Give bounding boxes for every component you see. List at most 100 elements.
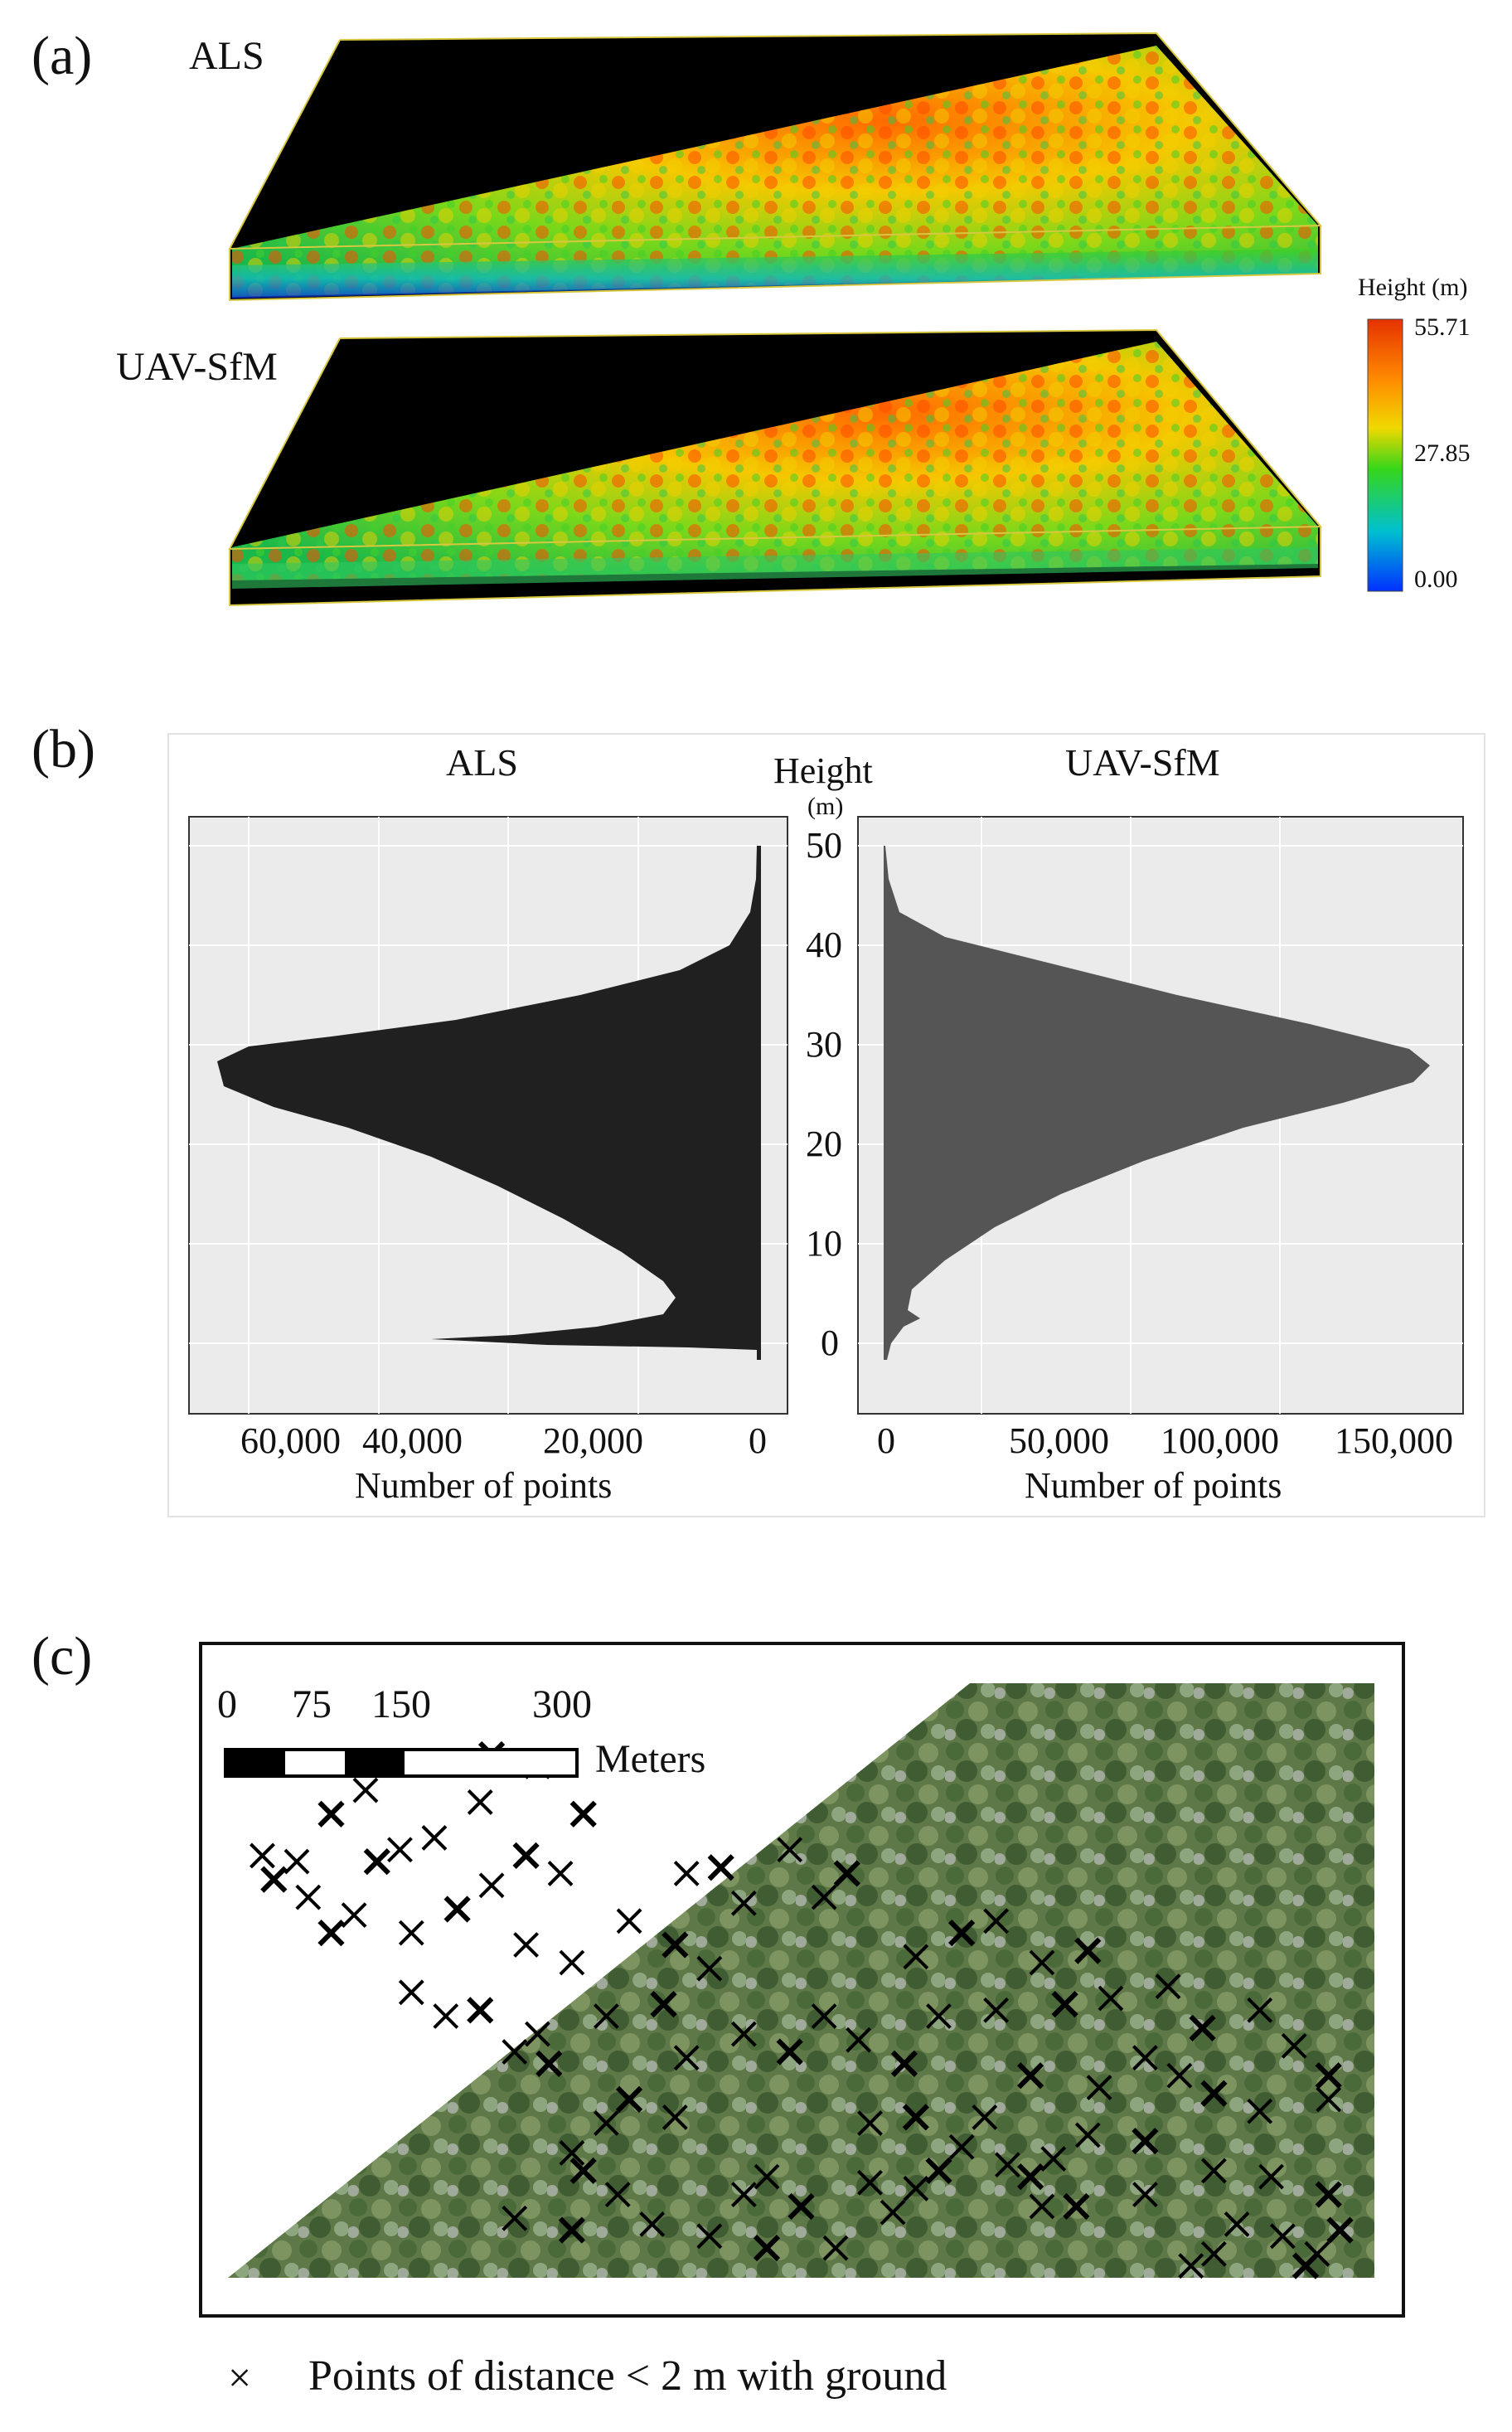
ground-marker	[811, 2003, 837, 2029]
ground-marker	[811, 1884, 837, 1910]
ground-marker	[788, 2192, 815, 2221]
ground-marker	[753, 2235, 781, 2262]
ground-marker	[1074, 2122, 1101, 2148]
map-frame	[199, 1642, 1405, 2318]
ground-marker	[1247, 2098, 1273, 2124]
scale-label-0: 0	[217, 1682, 237, 1726]
als-xtick-40000: 40,000	[362, 1420, 463, 1461]
als-3d-label: ALS	[189, 34, 264, 78]
ground-marker	[1086, 2075, 1112, 2100]
ground-marker	[926, 2003, 952, 2029]
ground-marker	[569, 2157, 597, 2185]
orthophoto-forest	[228, 1683, 1374, 2278]
ground-marker	[673, 1861, 700, 1886]
colorbar-title: Height (m)	[1358, 274, 1468, 301]
ground-marker	[524, 2021, 550, 2047]
ground-marker	[604, 2182, 631, 2208]
height-tick-30: 30	[806, 1024, 842, 1065]
ground-marker	[260, 1866, 288, 1893]
height-axis-unit: (m)	[807, 793, 844, 820]
uav-xtick-100000: 100,000	[1161, 1420, 1279, 1461]
ground-marker	[822, 2235, 849, 2261]
ground-marker	[559, 2140, 585, 2166]
ground-marker	[1016, 2163, 1044, 2191]
ground-marker	[1051, 1991, 1078, 2018]
ground-marker	[250, 1842, 275, 1869]
ground-marker	[1074, 1937, 1102, 1964]
ground-marker	[467, 1789, 493, 1815]
ground-marker	[341, 1902, 367, 1929]
ground-marker	[983, 1997, 1010, 2023]
uav-xlabel: Number of points	[1025, 1465, 1282, 1506]
ground-marker	[1029, 2193, 1055, 2220]
legend-x-icon: ×	[228, 2354, 252, 2400]
ground-marker	[777, 1837, 803, 1863]
ground-marker	[1315, 2181, 1342, 2208]
ground-marker	[776, 2038, 803, 2066]
ground-marker	[730, 2021, 757, 2047]
height-tick-50: 50	[806, 825, 842, 866]
ground-marker	[1315, 2062, 1342, 2090]
height-tick-0: 0	[821, 1323, 839, 1363]
uav-height-histogram	[884, 846, 1430, 1360]
ground-marker	[1224, 2211, 1250, 2237]
ground-marker	[1189, 2014, 1216, 2041]
ground-marker	[1132, 2127, 1159, 2155]
ground-marker	[558, 2216, 586, 2244]
als-point-cloud-box	[228, 32, 1323, 302]
ground-marker	[857, 2110, 883, 2136]
ground-marker	[1040, 2146, 1067, 2172]
ground-marker	[352, 1777, 379, 1803]
ground-marker	[639, 2211, 666, 2237]
ground-marker	[467, 1997, 494, 2024]
uav-xtick-150000: 150,000	[1335, 1420, 1453, 1461]
ground-marker	[1178, 2253, 1204, 2279]
als-xtick-60000: 60,000	[240, 1420, 341, 1461]
ground-marker	[983, 1908, 1010, 1934]
ground-marker	[443, 1896, 471, 1923]
scale-label-75: 75	[292, 1682, 332, 1726]
colorbar-mid-label: 27.85	[1414, 439, 1471, 467]
ground-marker	[478, 1872, 505, 1899]
ground-marker	[421, 1825, 448, 1851]
ground-marker	[925, 2157, 952, 2185]
colorbar-min-label: 0.00	[1414, 566, 1458, 593]
uav-hist-title: UAV-SfM	[1065, 741, 1220, 784]
scale-unit-label: Meters	[595, 1737, 706, 1781]
uav-xtick-50000: 50,000	[1009, 1420, 1109, 1461]
ground-marker	[902, 2104, 929, 2131]
ground-marker	[569, 1800, 597, 1828]
height-tick-40: 40	[806, 925, 842, 965]
ground-marker	[857, 2169, 883, 2196]
scale-label-150: 150	[371, 1682, 431, 1726]
ground-marker	[513, 1932, 539, 1958]
ground-marker	[1200, 2080, 1228, 2107]
ground-marker	[433, 2003, 459, 2029]
ground-marker	[972, 2104, 998, 2130]
ground-marker	[615, 2085, 643, 2114]
ground-marker	[1281, 2032, 1307, 2059]
scale-label-300: 300	[532, 1682, 592, 1726]
ground-marker	[1016, 2062, 1044, 2090]
ground-marker	[754, 2163, 780, 2190]
ground-marker	[1132, 2045, 1158, 2071]
ground-marker	[593, 2110, 619, 2136]
ground-marker	[673, 2045, 700, 2071]
ground-marker	[1304, 2240, 1330, 2267]
panel-b-frame	[167, 733, 1485, 1517]
ground-marker	[1258, 2163, 1284, 2190]
ground-marker	[295, 1884, 322, 1910]
ground-marker	[512, 1842, 540, 1870]
uav-xtick-0: 0	[877, 1420, 895, 1461]
ground-marker	[1200, 2240, 1227, 2267]
als-xlabel: Number of points	[355, 1465, 613, 1506]
ground-marker	[398, 1979, 424, 2006]
ground-marker	[317, 1920, 345, 1947]
ground-marker	[398, 1920, 424, 1946]
ground-marker	[616, 1908, 642, 1934]
als-hist-title: ALS	[446, 741, 518, 784]
ground-marker	[1326, 2216, 1354, 2244]
ground-marker	[502, 2205, 528, 2231]
